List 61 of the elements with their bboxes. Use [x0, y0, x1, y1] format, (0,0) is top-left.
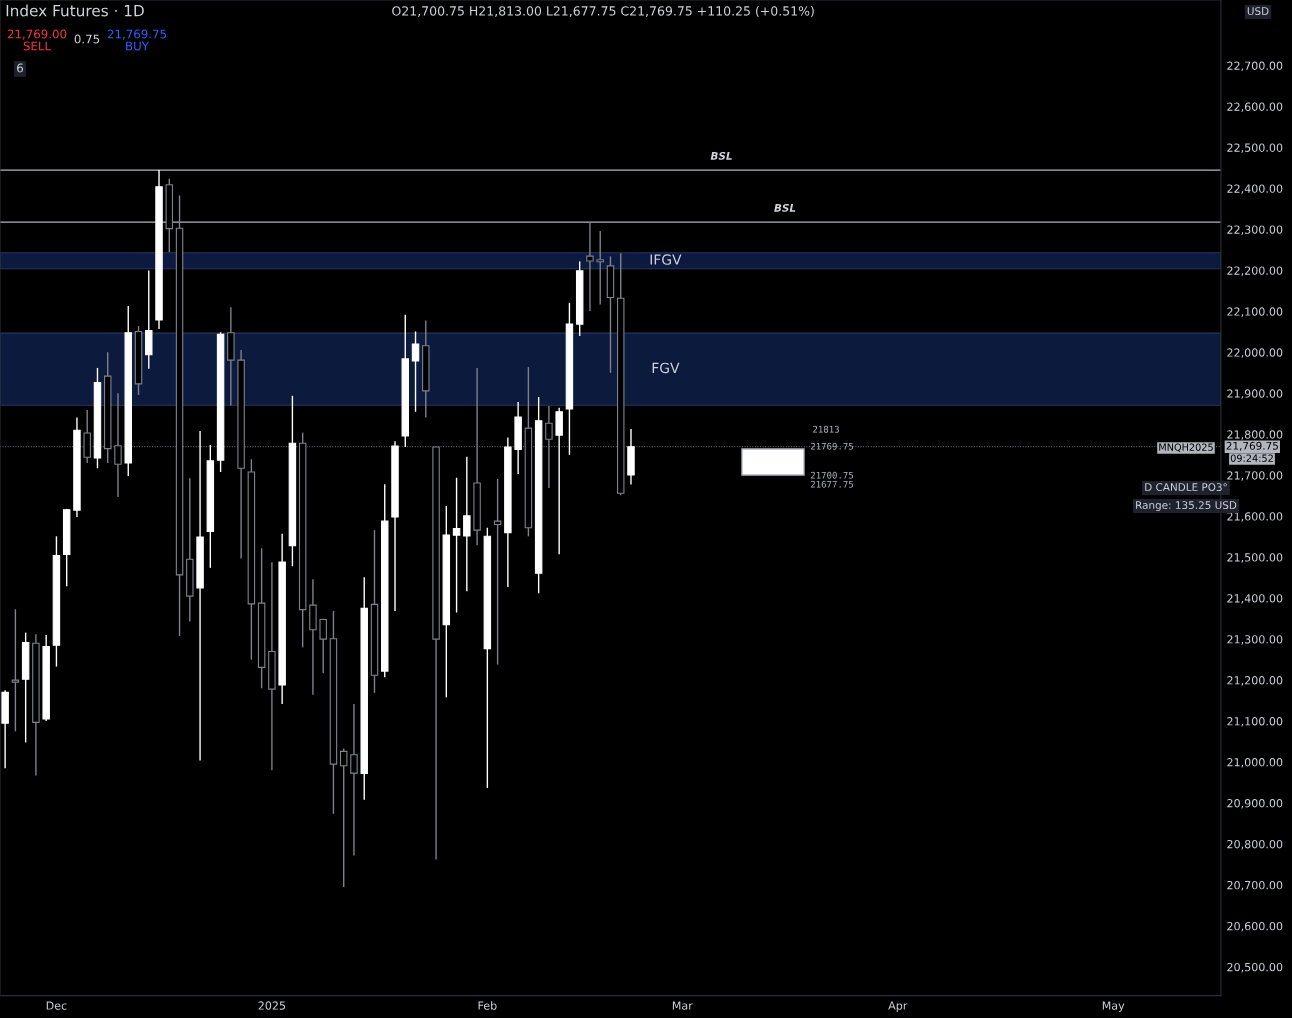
annotation: 21,769.00 — [7, 29, 67, 40]
y-tick-label: 20,600.00 — [1227, 921, 1283, 932]
y-tick-label: 21,700.00 — [1227, 471, 1283, 481]
band-label: FGV — [652, 362, 680, 374]
x-tick-label: Mar — [672, 1001, 693, 1010]
text: 09:24:52 — [1230, 454, 1273, 462]
candlestick — [411, 330, 420, 413]
candlestick — [596, 230, 604, 306]
x-tick-label: Dec — [46, 1001, 67, 1010]
annotation: 21700.75 — [810, 471, 854, 479]
annotation: MNQH2025 — [1159, 443, 1213, 452]
x-tick-label: Apr — [888, 1001, 908, 1012]
annotation: 21,769.75 — [107, 29, 167, 40]
y-tick-label: 22,700.00 — [1227, 61, 1283, 72]
candlestick — [319, 617, 327, 674]
candlestick — [339, 747, 348, 888]
ref-line-label: BSL — [774, 203, 796, 212]
y-tick-label: 21,000.00 — [1227, 758, 1283, 768]
annotation: BUY — [126, 41, 149, 51]
x-tick-label: May — [1102, 1001, 1125, 1012]
candlestick — [11, 608, 20, 733]
y-tick-label: 21,400.00 — [1227, 594, 1283, 604]
band-label: IFGV — [650, 254, 682, 265]
y-tick-label: 21,300.00 — [1227, 635, 1283, 645]
y-tick-label: 22,200.00 — [1227, 266, 1283, 276]
x-tick-label: Feb — [478, 1001, 497, 1010]
candlestick — [463, 456, 471, 592]
x-tick-label: 2025 — [258, 1001, 286, 1010]
y-tick-label: 21,600.00 — [1227, 512, 1283, 522]
candlestick — [555, 406, 563, 556]
annotation: 21677.75 — [810, 480, 854, 488]
y-tick-label: 21,100.00 — [1227, 717, 1283, 727]
candlestick — [452, 477, 461, 614]
y-tick-label: 20,900.00 — [1227, 799, 1283, 809]
annotation: 21813 — [813, 425, 839, 433]
y-tick-label: 22,300.00 — [1227, 225, 1283, 235]
chart-title: Index Futures · 1D — [6, 4, 144, 17]
ref-line-label: BSL — [710, 151, 732, 160]
candlestick — [586, 221, 594, 312]
y-tick-label: 22,600.00 — [1227, 102, 1283, 113]
ref-line-label: 21,769.75 — [1226, 441, 1278, 451]
chart-subtitle: O21,700.75 H21,813.00 L21,677.75 C21,769.75 +110.25 (+0.51%) — [392, 5, 814, 18]
y-tick-label: 22,100.00 — [1227, 307, 1283, 317]
y-tick-label: 21,500.00 — [1227, 553, 1283, 563]
y-tick-label: 21,900.00 — [1227, 389, 1283, 399]
y-tick-label: 22,500.00 — [1227, 143, 1283, 154]
candlestick — [350, 703, 358, 857]
y-tick-label: 21,200.00 — [1227, 676, 1283, 686]
y-tick-label: 22,400.00 — [1227, 184, 1283, 194]
y-tick-label: 22,000.00 — [1227, 348, 1283, 358]
annotation: Range: 135.25 USD — [1136, 501, 1237, 512]
annotation: D CANDLE PO3° — [1145, 483, 1227, 492]
annotation: 21769.75 — [810, 442, 854, 450]
annotation: SELL — [23, 41, 51, 51]
y-tick-label: 20,500.00 — [1227, 962, 1283, 973]
y-tick-label: 20,700.00 — [1227, 880, 1283, 891]
text: USD — [1247, 7, 1269, 16]
y-tick-label: 20,800.00 — [1227, 839, 1283, 850]
annotation: 0.75 — [74, 34, 100, 44]
y-tick-label: 21,800.00 — [1227, 430, 1283, 440]
annotation: 6 — [17, 63, 24, 73]
